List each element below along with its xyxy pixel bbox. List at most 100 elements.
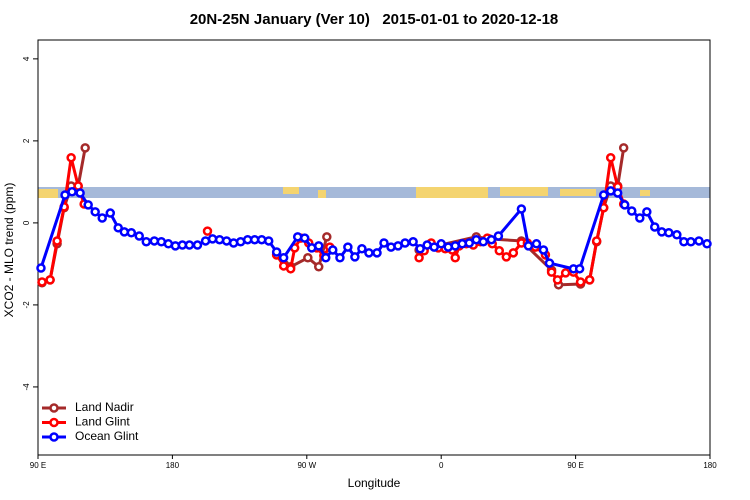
point — [271, 247, 282, 257]
legend-label: Land Glint — [75, 415, 130, 429]
point — [486, 234, 497, 245]
point — [450, 253, 460, 263]
point — [263, 236, 274, 246]
point — [313, 262, 324, 272]
series-line — [41, 157, 626, 284]
x-axis-label: Longitude — [348, 476, 401, 490]
point — [575, 277, 586, 287]
series-line — [41, 147, 626, 287]
series-line — [39, 189, 708, 271]
point — [598, 190, 609, 200]
point — [619, 200, 630, 210]
y-tick-label: 4 — [22, 56, 31, 61]
point — [436, 239, 446, 249]
point — [584, 275, 595, 285]
point — [285, 264, 296, 274]
x-tick-label: 180 — [166, 461, 180, 470]
point — [649, 222, 660, 232]
x-tick-label: 90 E — [567, 461, 583, 470]
point — [335, 253, 345, 263]
y-tick-label: 0 — [22, 220, 31, 225]
point — [531, 239, 542, 249]
point — [702, 239, 712, 249]
legend-label: Land Nadir — [75, 400, 134, 414]
point — [400, 238, 410, 248]
legend-label: Ocean Glint — [75, 429, 139, 443]
point — [80, 143, 90, 153]
point — [414, 253, 424, 263]
point — [501, 252, 512, 262]
series — [37, 152, 629, 287]
point — [67, 186, 77, 197]
point — [45, 275, 55, 285]
point — [635, 213, 645, 223]
point — [66, 152, 76, 163]
point — [134, 231, 144, 241]
point — [626, 206, 637, 216]
y-tick-label: -2 — [22, 301, 31, 309]
point — [303, 253, 313, 263]
x-tick-label: 90 E — [30, 461, 46, 470]
point — [546, 267, 557, 277]
point — [664, 227, 674, 238]
point — [560, 268, 571, 278]
point — [591, 236, 602, 246]
series — [37, 143, 629, 290]
point — [415, 243, 425, 254]
point — [493, 231, 504, 241]
point — [574, 264, 585, 274]
x-tick-label: 0 — [439, 461, 444, 470]
point — [299, 233, 310, 243]
point — [694, 236, 704, 246]
point — [508, 248, 519, 258]
legend-marker — [49, 403, 59, 413]
point — [429, 242, 439, 252]
point — [60, 190, 70, 200]
point — [313, 241, 324, 251]
point — [544, 258, 555, 268]
point — [618, 143, 629, 153]
point — [672, 230, 682, 240]
point — [192, 240, 203, 250]
point — [516, 204, 527, 214]
point — [202, 226, 213, 236]
point — [379, 238, 389, 248]
plot-frame — [37, 39, 711, 456]
point — [141, 237, 152, 247]
legend-marker — [49, 432, 59, 442]
point — [184, 240, 195, 250]
point — [322, 232, 332, 242]
x-tick-label: 180 — [703, 461, 717, 470]
y-axis-label: XCO2 - MLO trend (ppm) — [2, 183, 16, 318]
point — [372, 248, 382, 258]
point — [97, 213, 107, 223]
y-tick-label: 2 — [22, 138, 31, 143]
point — [612, 188, 623, 198]
point — [523, 241, 534, 251]
point — [408, 237, 418, 247]
point — [350, 252, 360, 262]
x-tick-label: 90 W — [297, 461, 316, 470]
point — [105, 208, 116, 218]
point — [642, 207, 652, 217]
point — [126, 227, 137, 238]
point — [321, 253, 331, 263]
point — [686, 237, 696, 247]
point — [36, 263, 46, 273]
point — [278, 253, 289, 263]
point — [357, 243, 367, 254]
chart-title: 20N-25N January (Ver 10) 2015-01-01 to 2… — [190, 11, 559, 28]
map-strip — [38, 187, 710, 198]
point — [90, 207, 100, 217]
point — [328, 245, 338, 255]
point — [605, 152, 616, 163]
point — [464, 238, 475, 248]
point — [113, 223, 123, 233]
point — [552, 275, 563, 285]
series — [36, 186, 712, 274]
point — [37, 277, 47, 287]
point — [83, 200, 93, 210]
point — [75, 188, 85, 198]
